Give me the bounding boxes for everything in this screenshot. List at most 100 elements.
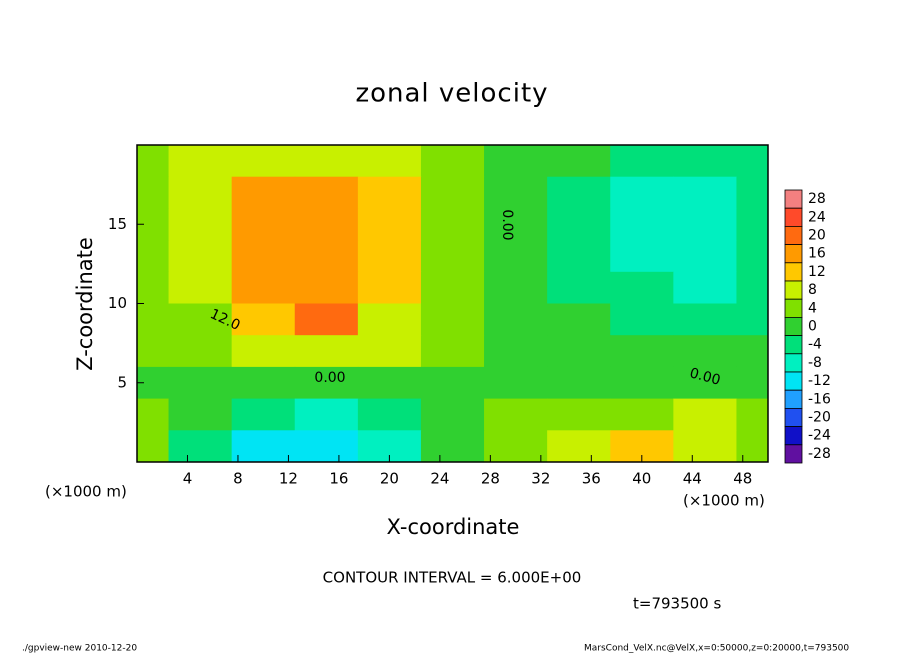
footer: MarsCond_VelX.nc@VelX,x=0:50000,z=0:2000… — [584, 644, 849, 654]
field-cell — [231, 240, 296, 273]
field-cell — [484, 366, 548, 400]
y-tick-label: 5 — [117, 373, 127, 391]
field-cell — [736, 271, 769, 304]
field-cell — [610, 145, 674, 178]
colorbar-label: 28 — [808, 191, 826, 207]
field-cell — [357, 208, 422, 241]
field-cell — [484, 335, 548, 368]
field-cell — [547, 208, 611, 241]
field-cell — [168, 398, 233, 431]
field-cell — [610, 176, 674, 209]
field-cell — [673, 240, 737, 273]
field-cell — [231, 303, 296, 336]
x-axis-label: X-coordinate — [387, 515, 520, 539]
chart-title: zonal velocity — [355, 79, 548, 109]
contour-interval: CONTOUR INTERVAL = 6.000E+00 — [323, 569, 582, 587]
field-cell — [231, 366, 296, 400]
colorbar-box — [784, 280, 803, 300]
colorbar-box — [784, 444, 803, 464]
field-cell — [137, 271, 170, 304]
x-tick-label: 28 — [481, 470, 500, 488]
field-cell — [294, 398, 359, 431]
field-cell — [420, 430, 485, 463]
colorbar-box — [784, 371, 803, 391]
field-cell — [736, 208, 769, 241]
colorbar-label: -12 — [808, 373, 831, 389]
colorbar-label: -24 — [808, 428, 831, 444]
field-cell — [736, 430, 769, 463]
colorbar-box — [784, 316, 803, 336]
field-cell — [420, 271, 485, 304]
field-cell — [294, 208, 359, 241]
x-tick-label: 40 — [632, 470, 651, 488]
field-cell — [610, 303, 674, 336]
field-cell — [137, 303, 170, 336]
x-tick-label: 8 — [233, 470, 243, 488]
field-cell — [357, 176, 422, 209]
field-cell — [137, 145, 170, 178]
field-cell — [673, 145, 737, 178]
x-tick-label: 16 — [329, 470, 348, 488]
field-cell — [231, 271, 296, 304]
colorbar-box — [784, 262, 803, 282]
field-cell — [547, 366, 611, 400]
field-cell — [294, 240, 359, 273]
field-cell — [610, 366, 674, 400]
x-tick-label: 12 — [279, 470, 298, 488]
field-cell — [168, 145, 233, 178]
field-cell — [357, 271, 422, 304]
field-cell — [357, 366, 422, 400]
field-cell — [420, 208, 485, 241]
colorbar-label: -4 — [808, 337, 822, 353]
field-cell — [420, 398, 485, 431]
field-cell — [547, 398, 611, 431]
colorbar-box — [784, 389, 803, 409]
field-cell — [168, 208, 233, 241]
field-cell — [294, 176, 359, 209]
colorbar-label: -8 — [808, 355, 822, 371]
colorbar-label: -20 — [808, 410, 831, 426]
field-cell — [547, 145, 611, 178]
field-cell — [736, 176, 769, 209]
colorbar-label: 20 — [808, 228, 826, 244]
colorbar-label: 12 — [808, 264, 826, 280]
field-cell — [357, 240, 422, 273]
field-cell — [484, 240, 548, 273]
colorbar-box — [784, 407, 803, 427]
footer: ./gpview-new 2010-12-20 — [22, 644, 137, 654]
x-tick-label: 32 — [531, 470, 550, 488]
x-tick-label: 44 — [683, 470, 702, 488]
field-cell — [137, 398, 170, 431]
colorbar-box — [784, 225, 803, 245]
field-cell — [547, 240, 611, 273]
colorbar-box — [784, 335, 803, 355]
field-cell — [673, 303, 737, 336]
field-cell — [547, 176, 611, 209]
x-unit: (×1000 m) — [683, 492, 765, 510]
field-cell — [484, 398, 548, 431]
field-cell — [673, 366, 737, 400]
colorbar-box — [784, 189, 803, 209]
field-cell — [294, 366, 359, 400]
field-cell — [231, 176, 296, 209]
x-tick-label: 4 — [183, 470, 193, 488]
contour-label: 0.00 — [499, 209, 515, 240]
field-cell — [420, 366, 485, 400]
field-cell — [137, 430, 170, 463]
field-cell — [547, 335, 611, 368]
field-cell — [168, 271, 233, 304]
time-label: t=793500 s — [633, 595, 721, 613]
field-cell — [420, 303, 485, 336]
colorbar-box — [784, 244, 803, 264]
field-cell — [610, 398, 674, 431]
x-unit: (×1000 m) — [45, 483, 127, 501]
field-cell — [137, 240, 170, 273]
field-cell — [137, 335, 170, 368]
field-cell — [547, 271, 611, 304]
colorbar-label: -28 — [808, 446, 831, 462]
contour-label: 0.00 — [688, 365, 722, 389]
field-cell — [736, 398, 769, 431]
contour-label: 0.00 — [314, 370, 345, 386]
x-tick-label: 20 — [380, 470, 399, 488]
field-cell — [357, 335, 422, 368]
